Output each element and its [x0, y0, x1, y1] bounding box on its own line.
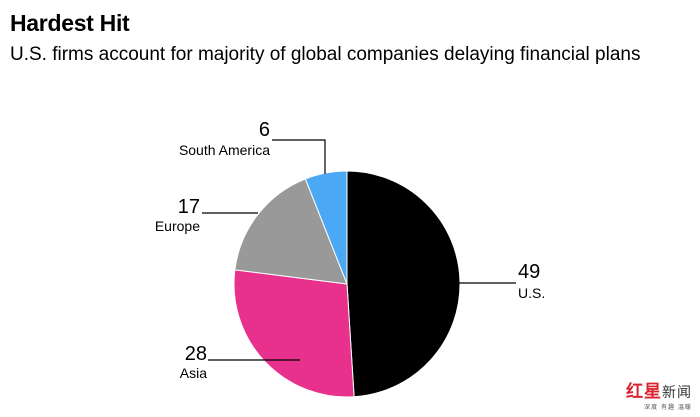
chart-subtitle: U.S. firms account for majority of globa…: [10, 44, 641, 65]
leader-line-south-america: [272, 139, 326, 174]
value-label-u-s: 49: [518, 261, 540, 283]
watermark-red-text: 红星: [626, 382, 662, 402]
category-label-south-america: South America: [179, 142, 270, 158]
value-label-europe: 17: [178, 196, 200, 218]
value-label-asia: 28: [185, 343, 207, 365]
watermark-dark-text: 新闻: [662, 385, 692, 401]
pie-slice-europe: [234, 178, 348, 285]
watermark-logo: 红星新闻 深度 有趣 温暖: [626, 377, 692, 411]
watermark-subtitle: 深度 有趣 温暖: [644, 404, 692, 411]
value-label-south-america: 6: [259, 119, 270, 141]
category-label-u-s: U.S.: [518, 285, 545, 301]
pie-slice-asia: [233, 269, 355, 398]
category-label-europe: Europe: [155, 218, 200, 234]
chart-title: Hardest Hit: [10, 10, 130, 36]
pie-slice-u-s: [346, 170, 461, 398]
category-label-asia: Asia: [180, 365, 207, 381]
pie-slice-south-america: [304, 170, 348, 285]
